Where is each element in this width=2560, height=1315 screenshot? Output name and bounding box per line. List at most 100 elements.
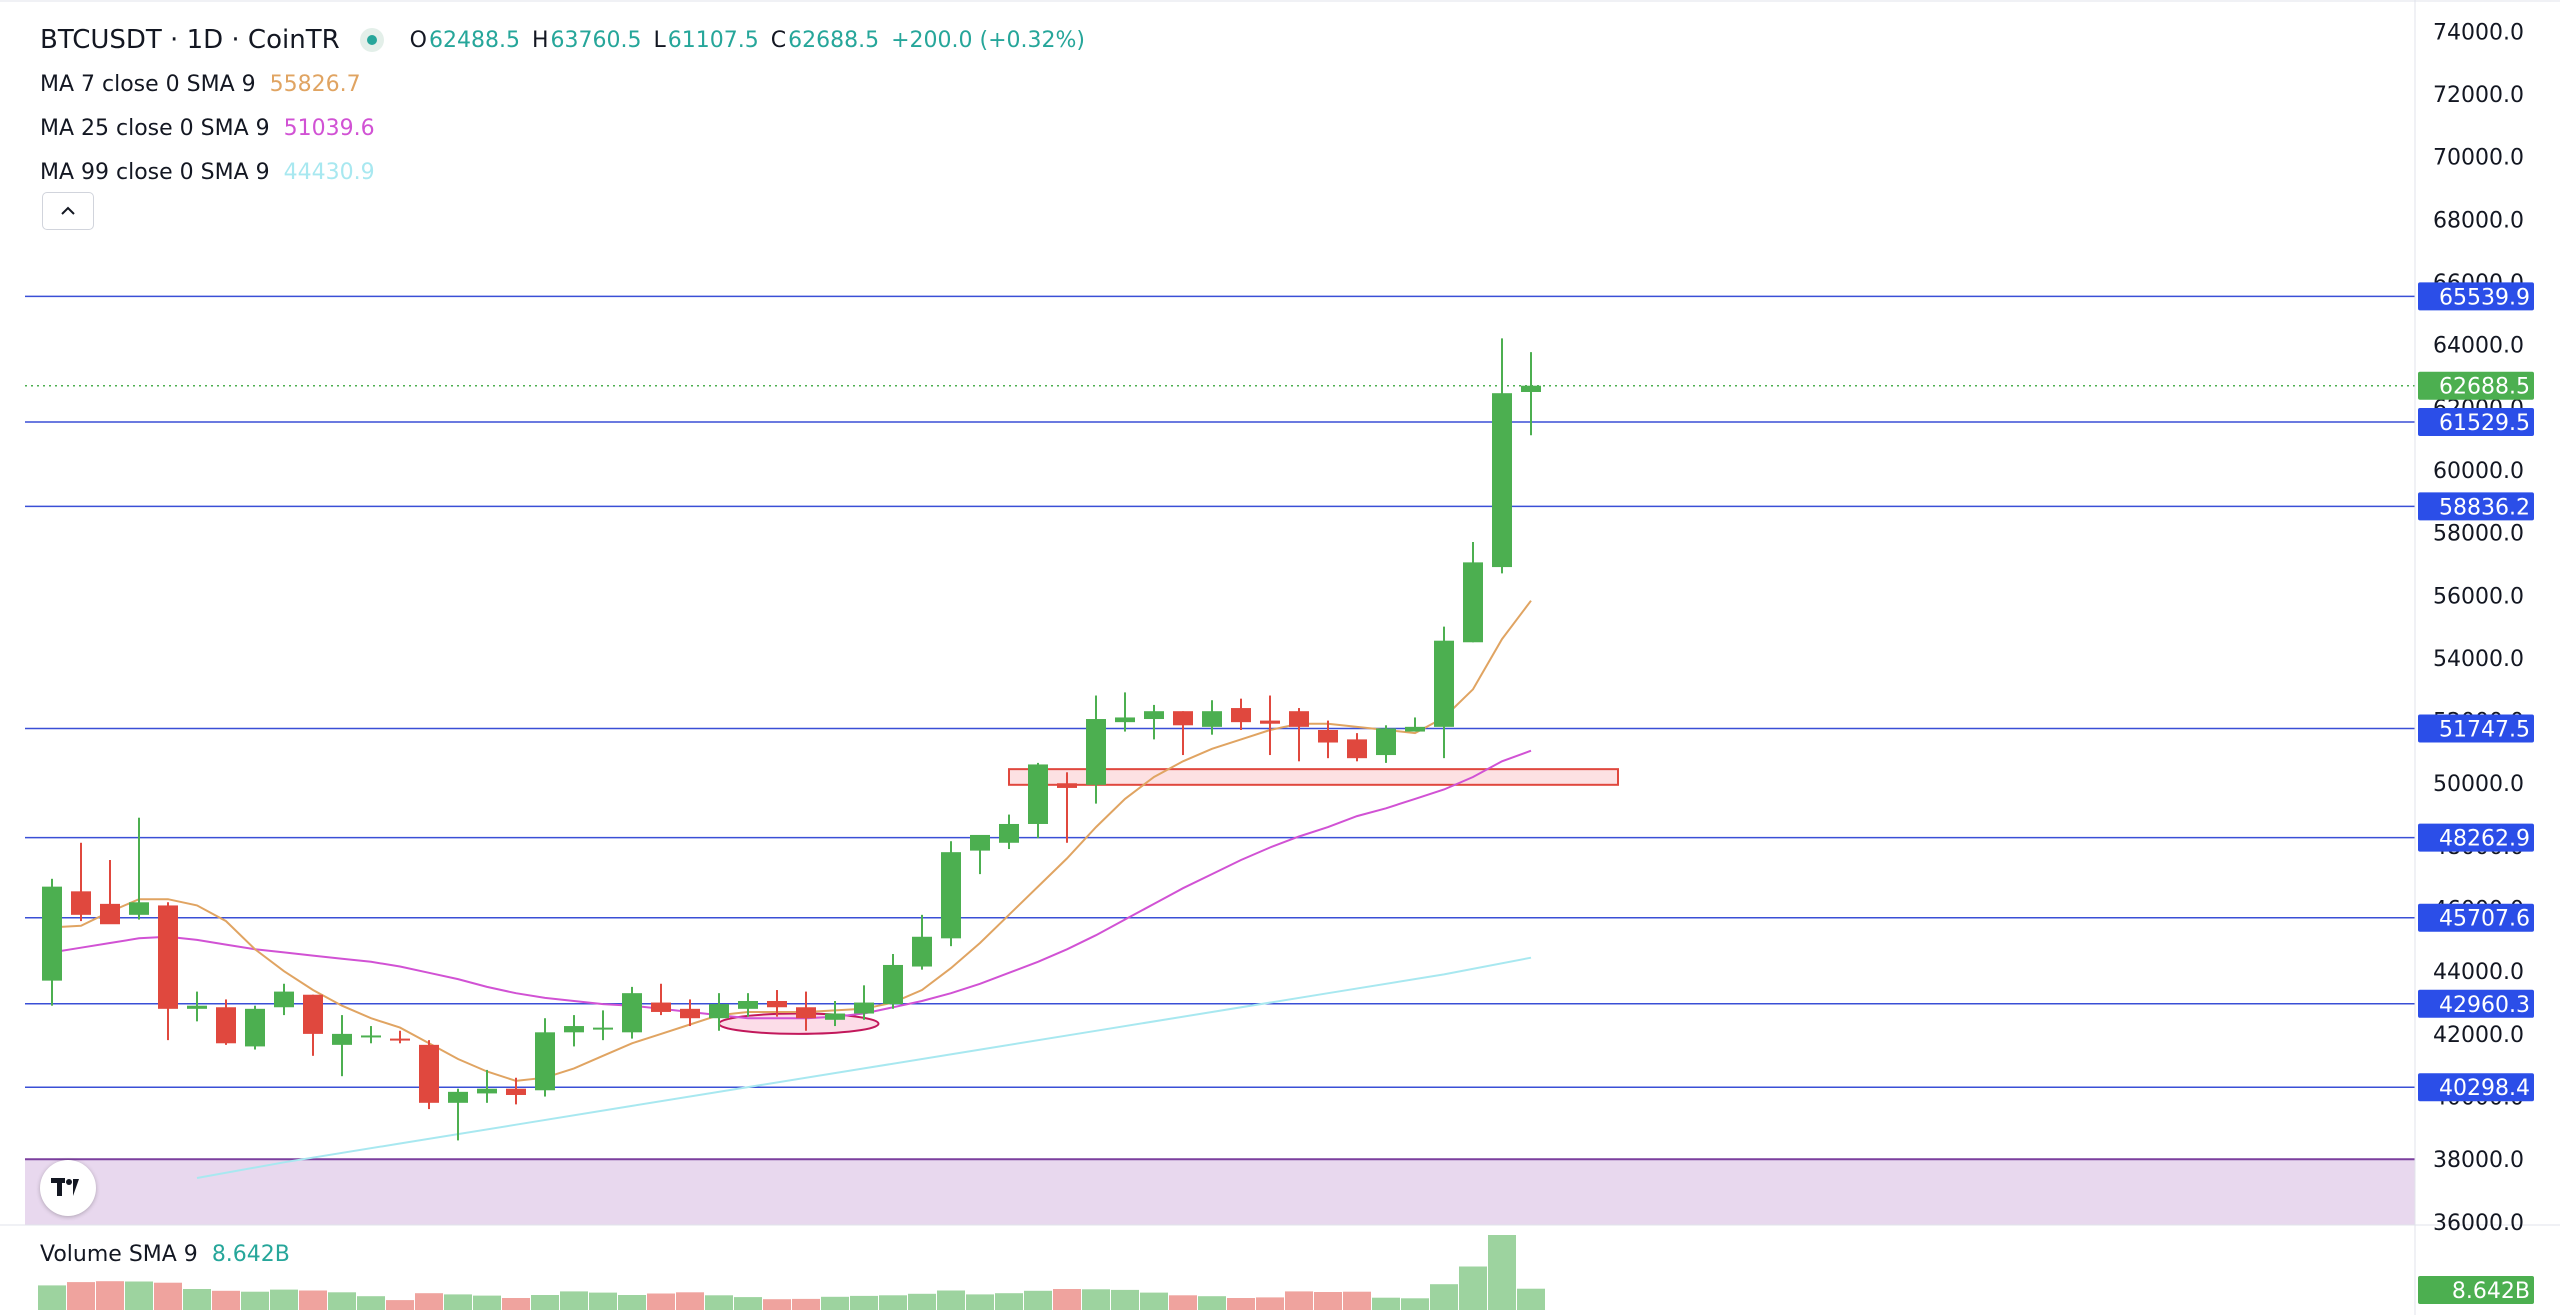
volume-bar [1285, 1291, 1313, 1310]
market-status-icon[interactable] [359, 28, 384, 52]
candle[interactable] [506, 1088, 526, 1095]
candle[interactable] [999, 823, 1019, 843]
symbol-title[interactable]: BTCUSDT · 1D · CoinTR [40, 25, 340, 55]
level-price-tag-bg[interactable] [2418, 492, 2534, 521]
candle[interactable] [854, 1002, 874, 1014]
volume-bar [183, 1289, 211, 1310]
last-price-tag-bg[interactable] [2418, 371, 2534, 400]
tradingview-logo-icon[interactable] [40, 1160, 96, 1216]
candle[interactable] [970, 834, 990, 851]
candle[interactable] [361, 1035, 381, 1038]
candle[interactable] [1086, 719, 1106, 785]
price-tick-label: 64000.0 [2433, 334, 2524, 359]
level-price-tag-bg[interactable] [2418, 408, 2534, 437]
candle[interactable] [245, 1008, 265, 1047]
volume-axis-tag: 8.642B [2452, 1279, 2530, 1304]
candle[interactable] [1376, 728, 1396, 756]
level-price-tag: 58836.2 [2439, 495, 2530, 520]
candle[interactable] [1463, 562, 1483, 643]
volume-label: Volume SMA 9 [40, 1242, 198, 1267]
candle[interactable] [1492, 393, 1512, 568]
indicator-label: MA 99 close 0 SMA 9 [40, 159, 270, 185]
candle[interactable] [303, 994, 323, 1034]
volume-bar [1082, 1289, 1110, 1310]
volume-bar [212, 1290, 240, 1310]
candles-layer [42, 338, 1541, 1141]
volume-bar [792, 1298, 820, 1310]
volume-bar [1256, 1297, 1284, 1310]
volume-bar [1053, 1289, 1081, 1310]
candle[interactable] [912, 936, 932, 967]
candle[interactable] [564, 1026, 584, 1033]
indicator-ma99[interactable]: MA 99 close 0 SMA 9 44430.9 [40, 150, 1097, 194]
candle[interactable] [216, 1007, 236, 1044]
level-price-tag-bg[interactable] [2418, 714, 2534, 743]
candle[interactable] [883, 964, 903, 1005]
indicator-value: 51039.6 [283, 115, 375, 141]
candle[interactable] [1405, 726, 1425, 732]
candle[interactable] [390, 1038, 410, 1041]
collapse-legend-button[interactable] [42, 192, 94, 230]
price-tick-label: 56000.0 [2433, 584, 2524, 609]
candle[interactable] [767, 1000, 787, 1008]
candle[interactable] [477, 1088, 497, 1094]
candle[interactable] [1173, 711, 1193, 726]
candle[interactable] [680, 1008, 700, 1019]
candle[interactable] [100, 903, 120, 925]
candle[interactable] [187, 1005, 207, 1009]
level-price-tag: 65539.9 [2439, 285, 2530, 310]
price-tick-label: 70000.0 [2433, 146, 2524, 171]
annotations-layer [718, 768, 1619, 1035]
high-value: 63760.5 [550, 27, 642, 53]
indicator-ma7[interactable]: MA 7 close 0 SMA 9 55826.7 [40, 62, 1097, 106]
low-value: 61107.5 [667, 27, 759, 53]
candle[interactable] [158, 905, 178, 1009]
candle[interactable] [622, 993, 642, 1033]
candle[interactable] [274, 991, 294, 1008]
price-tick-label: 50000.0 [2433, 772, 2524, 797]
candle[interactable] [1347, 739, 1367, 759]
candle[interactable] [1202, 711, 1222, 727]
volume-bar [1459, 1266, 1487, 1310]
candle[interactable] [1289, 711, 1309, 727]
candle[interactable] [825, 1013, 845, 1020]
candle[interactable] [941, 852, 961, 939]
indicator-ma25[interactable]: MA 25 close 0 SMA 9 51039.6 [40, 106, 1097, 150]
candle[interactable] [448, 1091, 468, 1103]
level-price-tag-bg[interactable] [2418, 823, 2534, 852]
candle[interactable] [71, 891, 91, 915]
candle[interactable] [332, 1033, 352, 1045]
candle[interactable] [1434, 640, 1454, 727]
volume-legend[interactable]: Volume SMA 9 8.642B [40, 1242, 290, 1267]
candle[interactable] [1028, 764, 1048, 824]
candle[interactable] [535, 1032, 555, 1091]
candle[interactable] [1057, 783, 1077, 788]
candle[interactable] [709, 1004, 729, 1019]
level-price-tag-bg[interactable] [2418, 989, 2534, 1018]
candle[interactable] [651, 1002, 671, 1012]
candle[interactable] [1318, 729, 1338, 743]
candle[interactable] [42, 886, 62, 981]
candle[interactable] [1231, 708, 1251, 723]
candle[interactable] [738, 1000, 758, 1009]
price-tick-label: 74000.0 [2433, 20, 2524, 45]
level-price-tag-bg[interactable] [2418, 903, 2534, 932]
candle[interactable] [1115, 717, 1135, 723]
volume-bar [821, 1296, 849, 1310]
candle[interactable] [1144, 711, 1164, 720]
level-price-tag-bg[interactable] [2418, 282, 2534, 311]
price-tick-label: 42000.0 [2433, 1023, 2524, 1048]
candle[interactable] [593, 1027, 613, 1030]
volume-bar [1430, 1284, 1458, 1310]
candle[interactable] [419, 1044, 439, 1103]
candle[interactable] [1521, 385, 1541, 392]
volume-bar [299, 1290, 327, 1310]
volume-bar [96, 1281, 124, 1310]
candle[interactable] [796, 1007, 816, 1019]
candle[interactable] [1260, 720, 1280, 724]
level-price-tag-bg[interactable] [2418, 1073, 2534, 1102]
volume-bar [1343, 1291, 1371, 1310]
change-value: +200.0 (+0.32%) [891, 27, 1086, 53]
candle[interactable] [129, 902, 149, 915]
